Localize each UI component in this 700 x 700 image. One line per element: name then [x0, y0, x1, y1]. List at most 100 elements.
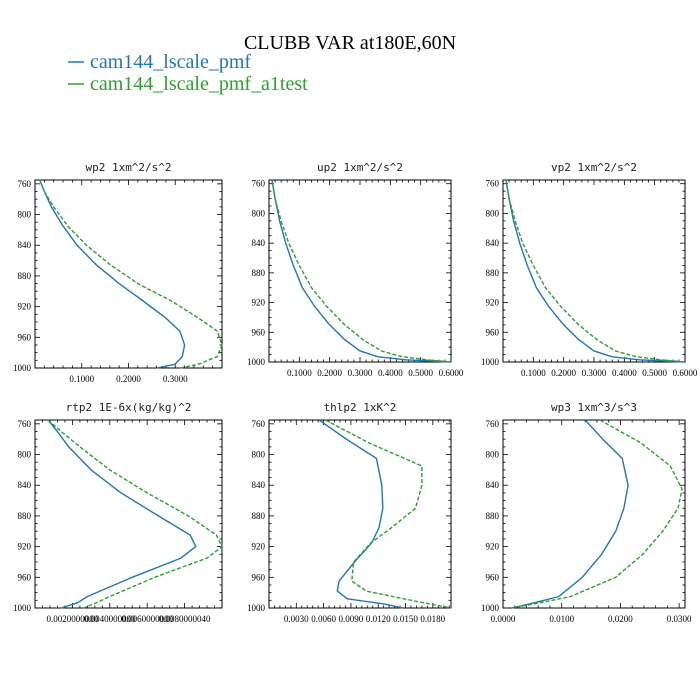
y-tick-label: 920: [252, 542, 266, 552]
y-tick-label: 840: [252, 238, 266, 248]
y-tick-label: 800: [18, 450, 32, 460]
y-tick-label: 960: [18, 572, 32, 582]
series-line-cam144-lscale-pmf: [511, 419, 629, 609]
chart-panel: up2 1xm^2/s^2 760 800 840 880 920 960 1000 0.100…: [247, 161, 464, 378]
x-tick-label: 0.5000: [408, 368, 433, 378]
y-tick-label: 880: [252, 511, 266, 521]
y-tick-label: 960: [252, 572, 266, 582]
panel-title: thlp2 1xK^2: [324, 401, 397, 414]
y-tick-label: 760: [486, 179, 500, 189]
y-tick-label: 880: [252, 268, 266, 278]
x-tick-label: 0.0100: [549, 614, 574, 624]
y-tick-label: 840: [252, 480, 266, 490]
chart-panel: vp2 1xm^2/s^2 760 800 840 880 920 960 1000 0.100…: [481, 161, 698, 378]
y-tick-label: 920: [18, 542, 32, 552]
series-line-cam144-lscale-pmf: [39, 179, 186, 369]
y-tick-label: 920: [486, 542, 500, 552]
x-tick-label: 0.3000: [163, 374, 188, 384]
y-tick-label: 960: [486, 327, 500, 337]
x-tick-label: 0.0120: [366, 614, 391, 624]
x-tick-label: 0.4000: [612, 368, 637, 378]
x-tick-label: 0.2000: [317, 368, 342, 378]
y-tick-label: 960: [486, 572, 500, 582]
panel-title: wp3 1xm^3/s^3: [551, 401, 637, 414]
panel-title: vp2 1xm^2/s^2: [551, 161, 637, 174]
x-tick-label: 0.0060: [311, 614, 336, 624]
y-tick-label: 880: [18, 511, 32, 521]
x-tick-label: 0.0000: [491, 614, 516, 624]
x-tick-label: 0.0300: [667, 614, 692, 624]
y-tick-label: 840: [486, 238, 500, 248]
legend: cam144_lscale_pmfcam144_lscale_pmf_a1tes…: [68, 51, 308, 95]
x-tick-label: 0.0060000000: [121, 614, 173, 624]
y-tick-label: 840: [18, 240, 32, 250]
x-tick-label: 0.0030: [284, 614, 309, 624]
series-line-cam144-lscale-pmf-a1test: [511, 419, 683, 609]
y-tick-label: 760: [486, 419, 500, 429]
y-tick-label: 800: [486, 208, 500, 218]
figure-title: CLUBB VAR at180E,60N: [244, 32, 456, 54]
y-tick-label: 1000: [247, 357, 266, 367]
y-tick-label: 760: [18, 419, 32, 429]
x-tick-label: 0.2000: [551, 368, 576, 378]
x-tick-label: 0.4000: [378, 368, 403, 378]
plot-frame: [268, 419, 452, 609]
x-tick-label: 0.0020000000: [47, 614, 99, 624]
y-tick-label: 760: [252, 419, 266, 429]
x-tick-label: 0.0040000000: [84, 614, 136, 624]
x-tick-label: 0.3000: [348, 368, 373, 378]
x-tick-label: 0.0180: [420, 614, 445, 624]
y-tick-label: 920: [486, 298, 500, 308]
y-tick-label: 880: [18, 271, 32, 281]
x-tick-label: 0.0090: [339, 614, 364, 624]
x-tick-label: 0.3000: [582, 368, 607, 378]
x-tick-label: 0.5000: [642, 368, 667, 378]
x-tick-label: 0.0150: [393, 614, 418, 624]
series-line-cam144-lscale-pmf-a1test: [271, 179, 452, 363]
y-tick-label: 760: [18, 179, 32, 189]
chart-panel: wp3 1xm^3/s^3 760 800 840 880 920 960 10000.000…: [481, 401, 692, 624]
y-tick-label: 960: [252, 327, 266, 337]
y-tick-label: 1000: [481, 357, 500, 367]
legend-entry: cam144_lscale_pmf: [90, 51, 251, 73]
x-tick-label: 0.1000: [287, 368, 312, 378]
series-line-cam144-lscale-pmf-a1test: [39, 179, 223, 369]
x-tick-label: 0.0200: [608, 614, 633, 624]
y-tick-label: 960: [18, 332, 32, 342]
series-line-cam144-lscale-pmf: [318, 419, 403, 609]
x-tick-label: 0.6000: [673, 368, 698, 378]
y-tick-label: 920: [18, 302, 32, 312]
x-tick-label: 0.2000: [116, 374, 141, 384]
y-tick-label: 840: [18, 480, 32, 490]
series-line-cam144-lscale-pmf: [47, 419, 197, 609]
x-tick-label: 0.1000: [69, 374, 94, 384]
plot-frame: [502, 419, 686, 609]
y-tick-label: 1000: [481, 603, 500, 613]
y-tick-label: 800: [252, 208, 266, 218]
plot-frame: [34, 179, 223, 369]
panel-title: up2 1xm^2/s^2: [317, 161, 403, 174]
x-tick-label: 0.0080000040: [159, 614, 211, 624]
y-tick-label: 760: [252, 179, 266, 189]
y-tick-label: 920: [252, 298, 266, 308]
chart-panel: wp2 1xm^2/s^2 760 800 840 880 920 960 1000 0.100…: [13, 161, 223, 384]
y-tick-label: 1000: [13, 603, 32, 613]
y-tick-label: 800: [18, 210, 32, 220]
series-line-cam144-lscale-pmf-a1test: [47, 419, 223, 609]
series-line-cam144-lscale-pmf: [505, 179, 686, 363]
legend-entry: cam144_lscale_pmf_a1test: [90, 73, 308, 95]
series-line-cam144-lscale-pmf: [271, 179, 452, 363]
y-tick-label: 840: [486, 480, 500, 490]
panels: wp2 1xm^2/s^2 760 800 840 880 920 960 1000 0.100…: [13, 161, 698, 624]
plot-frame: [34, 419, 223, 609]
panel-title: rtp2 1E-6x(kg/kg)^2: [66, 401, 192, 414]
series-line-cam144-lscale-pmf-a1test: [505, 179, 686, 363]
y-tick-label: 1000: [247, 603, 266, 613]
y-tick-label: 880: [486, 268, 500, 278]
panel-title: wp2 1xm^2/s^2: [85, 161, 171, 174]
x-tick-label: 0.1000: [521, 368, 546, 378]
x-tick-label: 0.6000: [439, 368, 464, 378]
y-tick-label: 1000: [13, 363, 32, 373]
